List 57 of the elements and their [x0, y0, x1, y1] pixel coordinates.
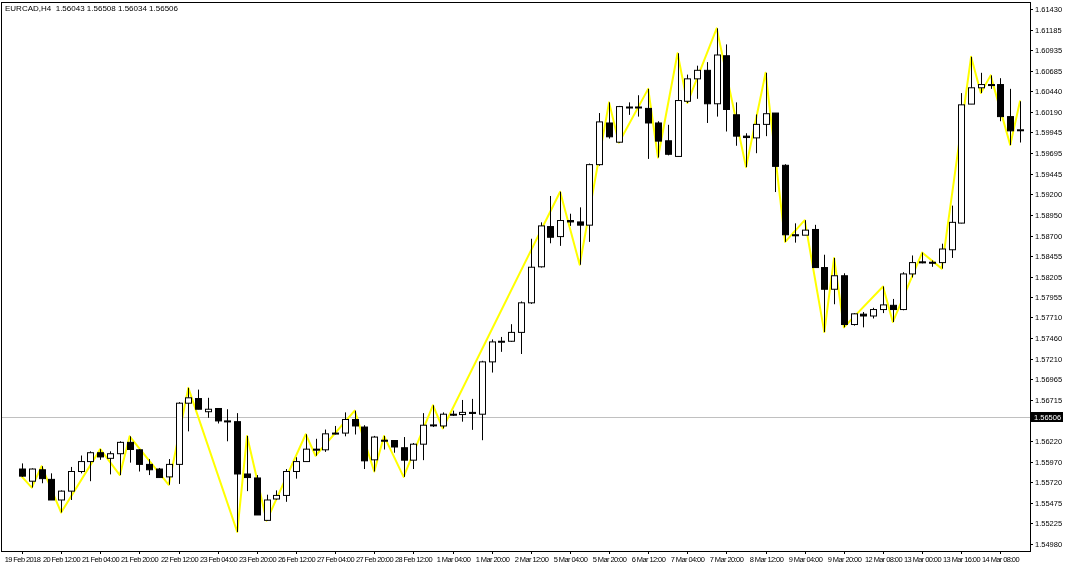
candlestick — [469, 398, 476, 431]
chart-title: EURCAD,H4 1.56043 1.56508 1.56034 1.56506 — [5, 4, 179, 13]
candlestick — [743, 132, 750, 168]
candlestick — [136, 448, 143, 473]
candlestick — [1007, 88, 1014, 146]
candlestick — [547, 195, 554, 244]
candlestick — [401, 436, 408, 478]
candlestick — [185, 387, 192, 432]
candlestick — [665, 124, 672, 156]
candlestick — [48, 472, 55, 501]
candlestick — [283, 468, 290, 503]
candlestick — [880, 285, 887, 314]
candlestick — [684, 74, 691, 104]
candlestick — [420, 412, 427, 461]
candlestick — [968, 56, 975, 105]
candlestick — [978, 72, 985, 94]
candlestick — [821, 254, 828, 333]
candlestick — [557, 191, 564, 247]
candlestick — [988, 74, 995, 90]
candlestick — [107, 450, 114, 475]
candlestick — [577, 206, 584, 266]
candlestick — [410, 442, 417, 470]
candlestick — [205, 397, 212, 419]
candlestick — [694, 65, 701, 100]
candlestick — [195, 389, 202, 410]
candlestick — [371, 435, 378, 473]
candlestick — [264, 494, 271, 522]
candlestick — [322, 429, 329, 453]
candlestick — [792, 222, 799, 244]
candlestick — [29, 467, 36, 489]
candlestick — [224, 408, 231, 442]
candlestick — [645, 88, 652, 160]
candlestick — [606, 101, 613, 140]
candlestick — [244, 435, 251, 492]
candlestick — [635, 94, 642, 118]
candlestick — [831, 257, 838, 305]
candlestick — [117, 440, 124, 476]
candlestick — [166, 458, 173, 486]
candlestick — [342, 411, 349, 437]
candlestick — [127, 435, 134, 464]
candlestick — [655, 120, 662, 159]
candlestick — [890, 298, 897, 323]
candlestick — [753, 113, 760, 154]
line-series — [21, 27, 1021, 533]
candlestick — [352, 410, 359, 435]
candlestick — [939, 243, 946, 270]
candlestick — [459, 399, 466, 423]
candlestick — [733, 101, 740, 147]
candlestick — [68, 466, 75, 501]
candlestick — [1017, 100, 1024, 144]
candlestick — [58, 489, 65, 513]
candlestick — [909, 254, 916, 278]
candlestick — [87, 450, 94, 482]
candlestick — [763, 72, 770, 137]
candlestick — [489, 338, 496, 374]
candlestick — [293, 456, 300, 480]
candlestick — [303, 433, 310, 463]
